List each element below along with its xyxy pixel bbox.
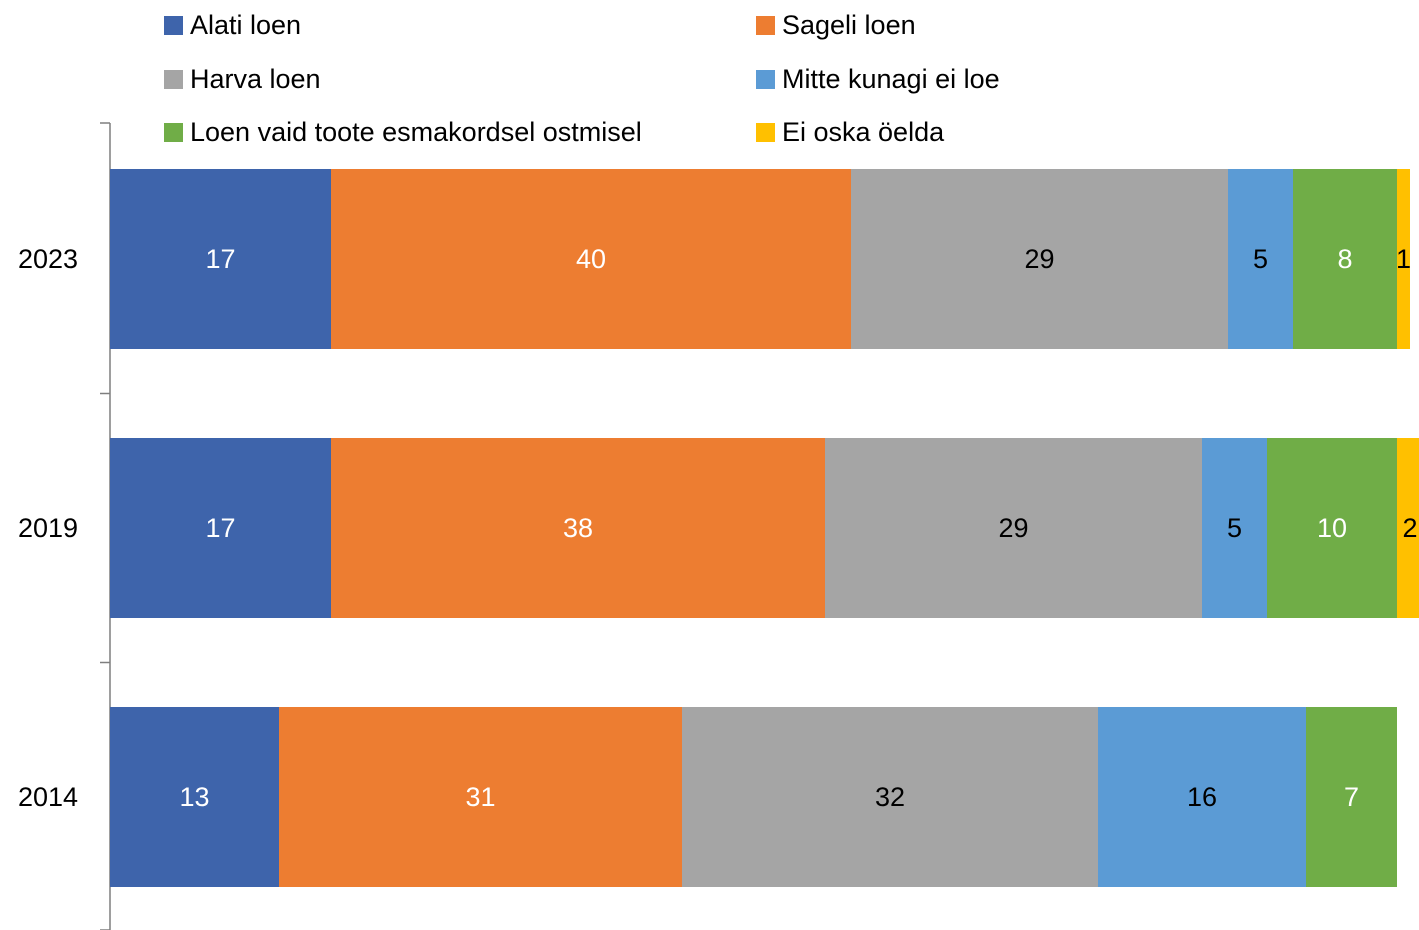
data-label-loen-vaid-toote-esmakordsel-ostmisel-2014: 7 — [1344, 782, 1359, 812]
legend-item-harva-loen: Harva loen — [164, 64, 321, 94]
bar-segment-mitte-kunagi-ei-loe-2019 — [1202, 438, 1267, 618]
bar-segment-alati-loen-2014 — [110, 707, 279, 887]
legend-swatch — [164, 70, 183, 89]
bar-segment-mitte-kunagi-ei-loe-2023 — [1228, 169, 1293, 349]
category-label-2023: 2023 — [18, 244, 78, 274]
category-label-2014: 2014 — [18, 782, 78, 812]
bar-segment-alati-loen-2023 — [110, 169, 331, 349]
category-label-2019: 2019 — [18, 513, 78, 543]
data-label-ei-oska-oelda-2023: 1 — [1396, 244, 1411, 274]
legend-swatch — [164, 123, 183, 142]
data-label-alati-loen-2019: 17 — [205, 513, 235, 543]
data-label-sageli-loen-2019: 38 — [563, 513, 593, 543]
legend-item-sageli-loen: Sageli loen — [756, 10, 916, 40]
data-label-harva-loen-2019: 29 — [998, 513, 1028, 543]
legend-label: Harva loen — [190, 64, 321, 94]
category-axis: 2023 2019 2014 — [18, 122, 111, 930]
data-label-loen-vaid-toote-esmakordsel-ostmisel-2019: 10 — [1317, 513, 1347, 543]
data-label-sageli-loen-2014: 31 — [465, 782, 495, 812]
bar-row-2014: 13 31 32 16 7 — [110, 707, 1397, 887]
legend-swatch — [756, 70, 775, 89]
bar-row-2019: 17 38 29 5 10 2 — [110, 438, 1419, 618]
data-label-sageli-loen-2023: 40 — [576, 244, 606, 274]
bar-segment-ei-oska-oelda-2023 — [1397, 169, 1410, 349]
data-label-mitte-kunagi-ei-loe-2014: 16 — [1187, 782, 1217, 812]
bar-segment-sageli-loen-2014 — [279, 707, 682, 887]
plot-area: 17 40 29 5 8 1 17 38 29 5 10 2 13 31 32 16 7 — [110, 169, 1419, 887]
data-label-mitte-kunagi-ei-loe-2019: 5 — [1227, 513, 1242, 543]
data-label-mitte-kunagi-ei-loe-2023: 5 — [1253, 244, 1268, 274]
legend-swatch — [164, 16, 183, 35]
data-label-harva-loen-2014: 32 — [875, 782, 905, 812]
bar-segment-harva-loen-2019 — [825, 438, 1202, 618]
legend-label: Sageli loen — [782, 10, 916, 40]
legend-item-ei-oska-oelda: Ei oska öelda — [756, 117, 945, 147]
legend-item-alati-loen: Alati loen — [164, 10, 301, 40]
legend-swatch — [756, 123, 775, 142]
bar-segment-harva-loen-2023 — [851, 169, 1228, 349]
bar-segment-loen-vaid-toote-esmakordsel-ostmisel-2019 — [1267, 438, 1397, 618]
bar-segment-harva-loen-2014 — [682, 707, 1098, 887]
bar-segment-ei-oska-oelda-2019 — [1397, 438, 1419, 618]
data-label-alati-loen-2014: 13 — [179, 782, 209, 812]
data-label-loen-vaid-toote-esmakordsel-ostmisel-2023: 8 — [1337, 244, 1352, 274]
bar-segment-loen-vaid-toote-esmakordsel-ostmisel-2023 — [1293, 169, 1397, 349]
legend-item-mitte-kunagi-ei-loe: Mitte kunagi ei loe — [756, 64, 1000, 94]
data-label-alati-loen-2023: 17 — [205, 244, 235, 274]
legend: Alati loen Sageli loen Harva loen Mitte kun… — [164, 10, 1000, 147]
legend-label: Loen vaid toote esmakordsel ostmisel — [190, 117, 642, 147]
bar-segment-mitte-kunagi-ei-loe-2014 — [1098, 707, 1306, 887]
bar-row-2023: 17 40 29 5 8 1 — [110, 169, 1411, 349]
bar-segment-alati-loen-2019 — [110, 438, 331, 618]
data-label-harva-loen-2023: 29 — [1024, 244, 1054, 274]
bar-segment-sageli-loen-2019 — [331, 438, 825, 618]
bar-segment-loen-vaid-toote-esmakordsel-ostmisel-2014 — [1306, 707, 1397, 887]
data-label-ei-oska-oelda-2019: 2 — [1402, 513, 1417, 543]
legend-label: Mitte kunagi ei loe — [782, 64, 1000, 94]
legend-label: Ei oska öelda — [782, 117, 945, 147]
legend-swatch — [756, 16, 775, 35]
bar-segment-sageli-loen-2023 — [331, 169, 851, 349]
legend-label: Alati loen — [190, 10, 301, 40]
legend-item-loen-vaid-toote-esmakordsel-ostmisel: Loen vaid toote esmakordsel ostmisel — [164, 117, 642, 147]
